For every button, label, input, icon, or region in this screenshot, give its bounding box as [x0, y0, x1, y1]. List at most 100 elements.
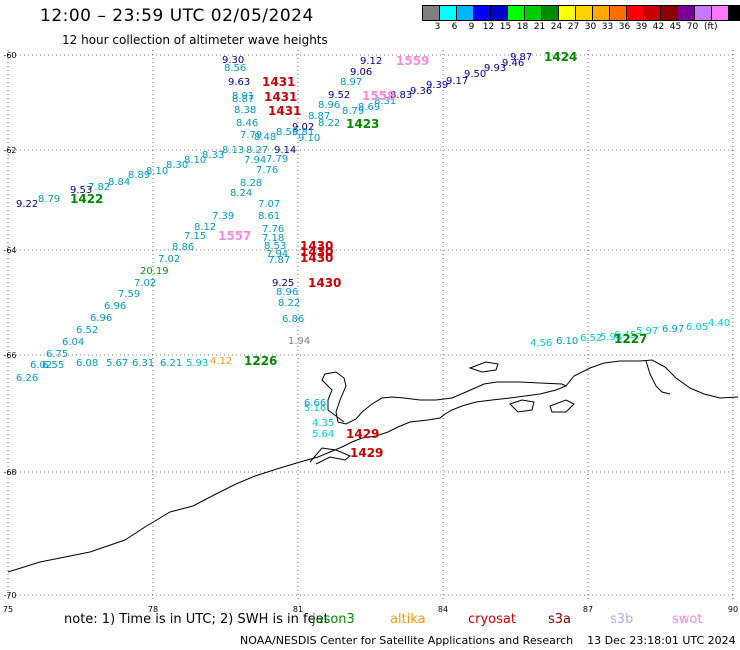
pass-time-label: 1558 [362, 89, 395, 103]
island-south [549, 399, 575, 413]
wave-height-label: 8.22 [318, 118, 340, 129]
pass-time-label: 1431 [268, 104, 301, 118]
wave-height-label: 8.87 [308, 111, 330, 122]
wave-height-label: 20.19 [140, 266, 169, 277]
pass-time-label: 1430 [300, 245, 333, 259]
scale-box [491, 6, 508, 20]
footer-date: 13 Dec 23:18:01 UTC 2024 [587, 634, 736, 647]
pass-time-label: 1430 [300, 239, 333, 253]
footer: NOAA/NESDIS Center for Satellite Applica… [240, 634, 736, 647]
scale-box [525, 6, 542, 20]
wave-height-label: 6.31 [132, 358, 154, 369]
wave-height-label: 5.16 [304, 403, 326, 414]
wave-height-label: 4.56 [530, 338, 552, 349]
wave-height-label: 8.59 [276, 127, 298, 138]
wave-height-label: 7.79 [266, 154, 288, 165]
wave-height-label: 6.96 [90, 313, 112, 324]
lat-tick-label: -70 [3, 591, 16, 600]
wave-height-label: 8.56 [224, 63, 246, 74]
wave-height-label: 5.93 [186, 358, 208, 369]
wave-height-label: 9.22 [16, 199, 38, 210]
wave-height-label: 7.07 [258, 199, 280, 210]
wave-height-label: 9.87 [510, 52, 532, 63]
scale-label: 21 [533, 22, 546, 32]
wave-height-label: 6.05 [686, 322, 708, 333]
wave-height-label: 7.76 [256, 165, 278, 176]
wave-height-label: 9.36 [410, 86, 432, 97]
scale-box [474, 6, 491, 20]
wave-height-label: 6.52 [76, 325, 98, 336]
color-scale-labels: 3 6 9 12 15 18 21 24 27 30 33 36 39 42 45 70 [422, 22, 740, 32]
wave-height-labels: 9.308.569.638.918.878.388.467.798.488.13… [16, 52, 730, 440]
wave-height-label: 8.10 [146, 166, 168, 177]
coastline-far-east [565, 359, 739, 399]
coastline-east [321, 371, 568, 439]
wave-height-label: 8.28 [240, 178, 262, 189]
scale-box [661, 6, 678, 20]
lat-tick-label: -62 [3, 146, 16, 155]
pass-time-label: 1431 [262, 75, 295, 89]
pass-time-label: 1423 [346, 117, 379, 131]
wave-height-label: 4.12 [210, 356, 232, 367]
wave-height-label: 8.81 [292, 127, 314, 138]
wave-height-label: 8.96 [276, 287, 298, 298]
scale-label: 12 [482, 22, 495, 32]
wave-height-label: 5.94 [600, 332, 622, 343]
wave-height-label: 7.82 [88, 182, 110, 193]
scale-box [576, 6, 593, 20]
scale-box [440, 6, 457, 20]
wave-height-label: 8.69 [358, 102, 380, 113]
scale-label: 70 [686, 22, 699, 32]
scale-unit: (ft) [704, 22, 718, 32]
coastline-shelf [309, 447, 351, 465]
wave-height-label: 9.12 [360, 56, 382, 67]
wave-height-label: 7.76 [262, 224, 284, 235]
wave-height-label: 9.93 [484, 63, 506, 74]
scale-label: 27 [567, 22, 580, 32]
lon-tick-label: 75 [3, 605, 13, 614]
wave-height-label: 7.87 [268, 255, 290, 266]
lon-tick-label: 90 [728, 605, 738, 614]
wave-height-label: 9.10 [298, 133, 320, 144]
satellite-legend-cryosat: cryosat [468, 612, 516, 627]
wave-height-label: 8.87 [232, 94, 254, 105]
pass-time-label: 1226 [244, 354, 277, 368]
satellite-legend-s3a: s3a [548, 612, 572, 627]
wave-height-label: 9.02 [292, 122, 314, 133]
wave-height-label: 8.27 [246, 145, 268, 156]
wave-height-label: 4.35 [312, 418, 334, 429]
pass-time-label: 1430 [308, 276, 341, 290]
lon-tick-label: 81 [293, 605, 303, 614]
wave-height-label: 8.38 [234, 105, 256, 116]
wave-height-label: 7.79 [240, 130, 262, 141]
lon-tick-label: 84 [438, 605, 448, 614]
scale-box [712, 6, 729, 20]
scale-label: 18 [516, 22, 529, 32]
wave-height-label: 1.94 [288, 336, 310, 347]
scale-label: 45 [669, 22, 682, 32]
scale-box [729, 6, 740, 20]
scale-box [610, 6, 627, 20]
wave-height-label: 6.21 [160, 358, 182, 369]
wave-height-label: 6.02 [30, 360, 52, 371]
satellite-legend-altika: altika [390, 612, 426, 627]
page-title: 12:00 – 23:59 UTC 02/05/2024 [40, 6, 314, 26]
lon-tick-label: 78 [148, 605, 158, 614]
wave-height-label: 7.02 [158, 254, 180, 265]
pass-time-label: 1227 [614, 332, 647, 346]
scale-label: 30 [584, 22, 597, 32]
wave-height-label: 7.39 [212, 211, 234, 222]
wave-height-label: 5.97 [636, 326, 658, 337]
wave-height-label: 6.45 [614, 330, 636, 341]
scale-box [508, 6, 525, 20]
pass-time-label: 1429 [350, 446, 383, 460]
scale-label: 9 [468, 22, 475, 32]
lat-tick-label: -64 [3, 246, 16, 255]
wave-height-color-scale: 3 6 9 12 15 18 21 24 27 30 33 36 39 42 45 70 (ft) [422, 5, 740, 32]
wave-height-label: 9.46 [502, 58, 524, 69]
wave-height-label: 8.79 [38, 194, 60, 205]
wave-height-label: 8.48 [254, 132, 276, 143]
wave-height-label: 8.89 [128, 170, 150, 181]
wave-height-label: 8.96 [318, 100, 340, 111]
wave-height-label: 9.53 [70, 185, 92, 196]
